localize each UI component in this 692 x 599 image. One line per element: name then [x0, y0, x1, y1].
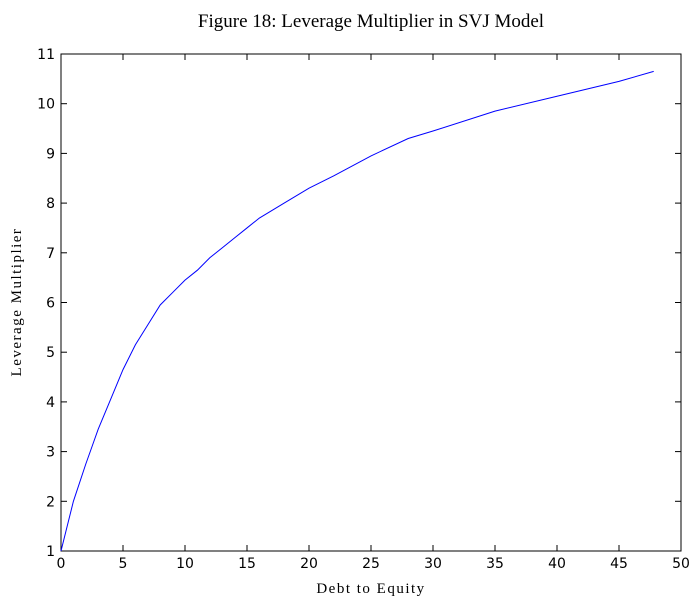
x-tick-label: 30 — [424, 556, 442, 572]
x-tick-label: 45 — [610, 556, 628, 572]
y-tick-label: 5 — [46, 345, 55, 361]
y-tick-label: 7 — [46, 246, 55, 262]
x-tick-label: 0 — [57, 556, 66, 572]
y-tick-label: 1 — [46, 544, 55, 560]
x-tick-label: 20 — [300, 556, 318, 572]
data-line — [60, 70, 654, 552]
x-axis-label: Debt to Equity — [316, 581, 425, 597]
x-tick-label: 40 — [548, 556, 566, 572]
x-tick-label: 10 — [176, 556, 194, 572]
y-axis-label: Leverage Multiplier — [9, 228, 25, 377]
y-tick-label: 8 — [46, 196, 55, 212]
plot-frame — [60, 53, 682, 552]
y-tick-label: 4 — [46, 395, 55, 411]
x-tick-label: 15 — [238, 556, 256, 572]
y-tick-label: 11 — [37, 47, 55, 63]
x-tick-label: 5 — [119, 556, 128, 572]
y-tick-label: 3 — [46, 445, 55, 461]
y-tick-label: 10 — [37, 97, 55, 113]
x-tick-label: 35 — [486, 556, 504, 572]
y-tick-label: 2 — [46, 494, 55, 510]
y-tick-label: 9 — [46, 146, 55, 162]
x-tick-label: 25 — [362, 556, 380, 572]
x-tick-label: 50 — [672, 556, 690, 572]
y-tick-label: 6 — [46, 296, 55, 312]
chart-title: Figure 18: Leverage Multiplier in SVJ Mo… — [198, 11, 544, 32]
